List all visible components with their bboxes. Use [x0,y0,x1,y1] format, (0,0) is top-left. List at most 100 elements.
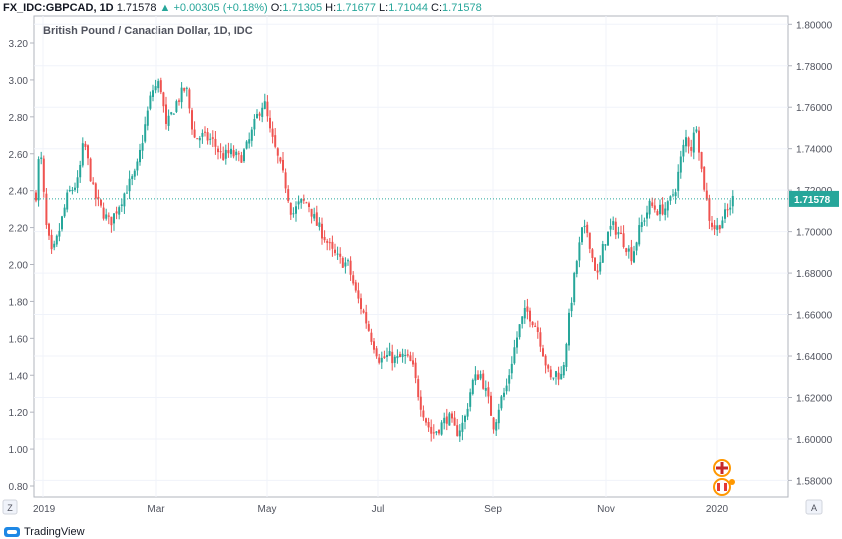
left-axis-tick-label: 1.40 [9,371,29,382]
candle-body [432,432,435,434]
candle-body [128,178,131,192]
left-axis-tick-label: 2.20 [9,224,29,235]
right-axis-tick-label: 1.64000 [796,352,833,363]
chart-title: British Pound / Canadian Dollar, 1D, IDC [43,25,253,37]
candle-body [344,262,347,267]
candle-body [170,112,173,115]
candle-body [557,372,560,380]
right-price-axis[interactable]: 1.800001.780001.760001.740001.720001.700… [788,20,833,487]
candle-body [74,187,76,190]
candle-body [448,413,451,426]
left-axis-tick-label: 2.80 [9,113,29,124]
symbol-name[interactable]: FX_IDC:GBPCAD, 1D [3,2,114,14]
economic-event-flags[interactable] [713,459,735,496]
candle-body [638,225,641,245]
left-axis-tick-label: 1.00 [9,445,29,456]
candle-body [232,150,235,157]
candle-body [471,379,474,394]
candle-body [625,248,628,253]
candle-body [196,138,199,140]
candle-body [523,307,526,319]
candle-body [37,159,40,201]
candle-body [201,132,204,137]
candle-body [172,113,175,115]
candle-body [245,141,248,149]
candle-body [209,138,212,140]
candle-body [547,365,550,369]
time-axis-label: May [258,504,277,515]
candle-body [133,170,136,177]
candle-body [560,373,563,380]
candle-body [313,214,316,219]
candle-body [305,202,308,204]
left-axis-tick-label: 0.80 [9,482,29,493]
candle-body [40,157,43,159]
candle-body [487,387,490,397]
zoom-reset-button[interactable] [2,499,18,515]
candle-body [360,298,362,310]
candle-body [708,198,711,221]
candle-body [380,357,383,363]
time-axis-label: Jul [372,504,385,515]
candle-body [552,377,555,379]
candle-body [635,242,638,251]
candle-body [399,354,401,358]
candle-body [79,164,82,178]
candle-body [250,129,253,141]
left-price-axis[interactable]: 3.20 3.00 2.80 2.60 2.40 2.20 2.00 1.80 1.60 1.40… [9,39,34,493]
open-label: O: [270,2,283,14]
plot-frame [33,15,789,498]
candle-body [271,128,274,137]
candle-body [365,312,368,324]
candle-body [711,222,713,227]
candle-body [263,101,266,109]
left-axis-tick-label: 3.00 [9,76,29,87]
candle-body [279,157,282,162]
candle-body [451,413,453,419]
candle-body [685,137,687,147]
candle-body [386,354,388,357]
candle-body [479,374,482,379]
candle-body [622,233,625,248]
candle-body [370,332,373,342]
candle-body [677,171,680,191]
candle-body [107,215,110,217]
tradingview-branding[interactable]: TradingView [4,526,85,538]
candle-body [81,143,84,166]
candle-body [113,213,115,224]
candle-body [643,220,646,222]
candle-body [347,260,349,262]
candle-body [391,351,394,364]
candle-body [666,201,669,211]
candle-body [123,193,126,207]
candle-body [409,355,412,362]
time-axis[interactable]: 2019 Mar May Jul Sep Nov 2020 Z A [2,499,823,515]
auto-scale-button[interactable] [805,499,823,515]
candle-body [315,212,318,226]
right-axis-tick-label: 1.78000 [796,62,833,73]
candle-body [48,223,50,236]
candle-body [282,159,284,171]
candle-body [703,166,706,190]
right-axis-tick-label: 1.66000 [796,311,833,322]
candle-body [466,408,469,417]
candle-body [698,130,700,153]
candle-body [521,316,524,324]
candle-body [357,290,360,299]
left-axis-tick-label: 1.60 [9,334,29,345]
candle-body [492,417,495,430]
candle-body [640,222,643,228]
candle-body [555,371,557,377]
candle-body [562,365,565,376]
candlestick-series [35,77,734,442]
candle-body [211,137,214,139]
candle-body [718,225,721,230]
candle-body [269,117,271,129]
right-axis-tick-label: 1.74000 [796,145,833,156]
candle-body [378,357,381,363]
candle-body [219,151,222,153]
last-price-badge-text: 1.71578 [794,195,831,206]
candle-body [237,153,240,155]
